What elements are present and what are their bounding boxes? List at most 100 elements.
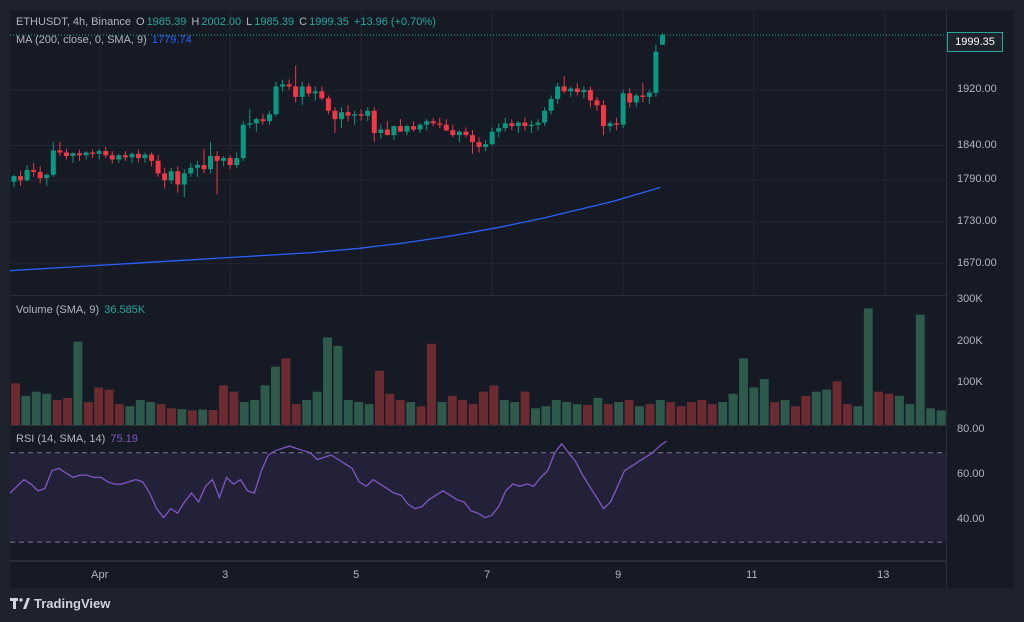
- volume-bar: [687, 402, 696, 425]
- candle-body: [201, 165, 207, 170]
- candle-body: [561, 86, 567, 92]
- rsi-tick-label: 60.00: [957, 468, 985, 481]
- candle-body: [57, 150, 63, 153]
- candle-body: [208, 155, 213, 170]
- candle-body: [24, 169, 30, 181]
- candle-body: [653, 51, 659, 93]
- candle-body: [90, 152, 96, 154]
- volume-bar: [125, 406, 135, 425]
- candle-body: [96, 151, 102, 154]
- candle-body: [509, 123, 515, 127]
- volume-bar: [749, 387, 759, 425]
- candle-body: [371, 110, 377, 134]
- rsi-pane[interactable]: RSI (14, SMA, 14) 75.19: [9, 426, 946, 561]
- candle-body: [332, 110, 338, 120]
- candle-body: [443, 124, 449, 131]
- candle-body: [11, 176, 17, 182]
- candle-body: [319, 91, 325, 99]
- candle-body: [299, 86, 305, 97]
- price-tick-label: 1790.00: [957, 173, 997, 186]
- open-value: 1985.39: [146, 16, 187, 28]
- volume-bar: [52, 400, 62, 425]
- volume-bar: [21, 395, 31, 425]
- candle-body: [620, 93, 626, 125]
- ma-legend: MA (200, close, 0, SMA, 9) 1779.74: [16, 34, 194, 46]
- candle-body: [44, 174, 50, 179]
- candle-body: [417, 124, 423, 130]
- volume-bar: [895, 395, 904, 425]
- price-tick-label: 1730.00: [957, 215, 997, 227]
- price-axis[interactable]: 1920.00 1840.00 1790.00 1730.00 1670.00 300K 2…: [946, 10, 1015, 588]
- volume-bar: [562, 402, 572, 425]
- rsi-legend: RSI (14, SMA, 14) 75.19: [16, 433, 140, 445]
- volume-bar: [520, 391, 530, 425]
- time-tick-label: 7: [484, 569, 491, 581]
- candle-body: [470, 135, 475, 143]
- volume-bar: [770, 402, 780, 425]
- volume-bar: [135, 400, 145, 425]
- volume-bar: [915, 314, 925, 425]
- volume-bar: [905, 404, 915, 425]
- candle-body: [175, 171, 181, 185]
- candle-body: [214, 155, 220, 161]
- volume-bar: [104, 389, 114, 425]
- candle-body: [528, 124, 534, 127]
- candle-body: [502, 123, 508, 129]
- volume-tick-label: 200K: [957, 334, 983, 347]
- candle-body: [601, 105, 606, 127]
- volume-bar: [718, 402, 728, 425]
- price-tick-label: 1840.00: [957, 138, 997, 151]
- candle-body: [522, 122, 528, 127]
- volume-bar: [239, 402, 249, 425]
- rsi-tick-label: 80.00: [957, 423, 985, 436]
- candle-body: [404, 126, 410, 132]
- volume-bar: [250, 400, 260, 425]
- price-pane[interactable]: ETHUSDT, 4h, Binance O 1985.39 H 2002.00 L…: [9, 10, 946, 296]
- price-tick-label: 1670.00: [957, 256, 997, 269]
- candle-body: [293, 86, 299, 97]
- time-axis[interactable]: Apr 3 5 7 9 11 13: [10, 561, 946, 589]
- candle-body: [109, 155, 115, 160]
- candle-body: [339, 112, 344, 120]
- volume-label: Volume (SMA, 9): [16, 304, 100, 316]
- ma-line: [9, 186, 661, 272]
- volume-bar: [739, 358, 748, 425]
- candle-body: [397, 126, 403, 132]
- volume-bar: [479, 391, 488, 425]
- volume-bar: [593, 397, 603, 425]
- candle-body: [659, 35, 665, 45]
- volume-bar: [395, 400, 405, 425]
- volume-bar: [676, 406, 686, 425]
- candle-body: [489, 131, 495, 145]
- ma-label: MA (200, close, 0, SMA, 9): [16, 34, 147, 46]
- candle-body: [411, 126, 417, 130]
- candle-body: [247, 123, 253, 125]
- volume-bar: [936, 410, 946, 425]
- time-tick-label: 13: [877, 569, 890, 581]
- volume-bar: [187, 410, 197, 425]
- volume-bar: [291, 404, 301, 425]
- volume-bar: [73, 341, 83, 425]
- volume-bar: [811, 391, 821, 425]
- candle-body: [122, 155, 128, 158]
- candle-body: [155, 160, 161, 174]
- volume-bar: [115, 404, 124, 425]
- candle-body: [581, 89, 587, 93]
- tradingview-logo[interactable]: TradingView: [10, 596, 110, 611]
- volume-bar: [63, 397, 72, 425]
- close-value: 1999.35: [309, 16, 349, 28]
- rsi-chart: [9, 440, 946, 543]
- volume-bar: [323, 337, 332, 425]
- volume-tick-label: 100K: [957, 376, 983, 389]
- candle-body: [450, 130, 456, 136]
- volume-bar: [635, 406, 644, 425]
- volume-pane[interactable]: Volume (SMA, 9) 36.585K: [10, 296, 946, 426]
- volume-bar: [177, 409, 187, 425]
- candle-body: [188, 167, 194, 174]
- candle-body: [227, 158, 233, 166]
- volume-bar: [822, 389, 832, 425]
- candle-body: [378, 129, 384, 134]
- volume-bar: [156, 404, 166, 425]
- volume-bar: [572, 404, 582, 425]
- candle-body: [555, 86, 561, 99]
